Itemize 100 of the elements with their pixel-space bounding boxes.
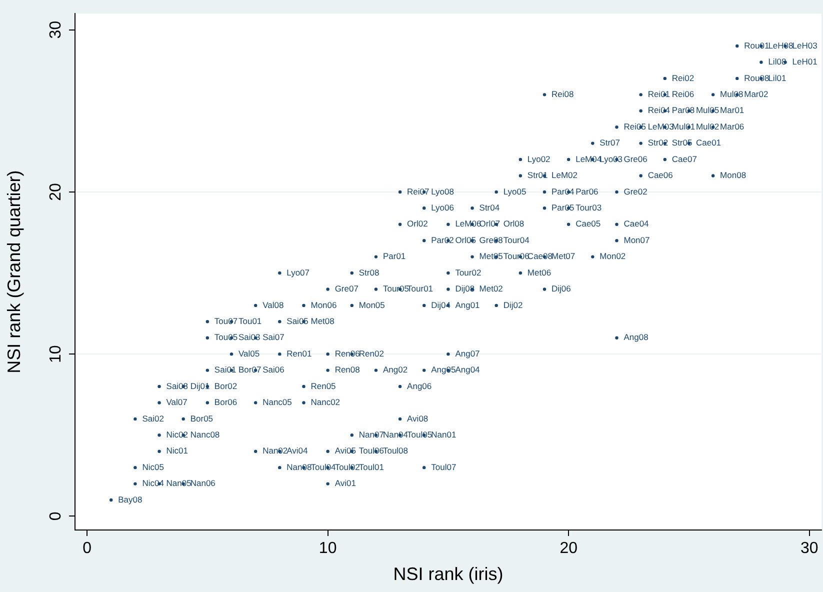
data-label: Nanc05 <box>262 397 292 408</box>
y-tick-label: 10 <box>48 345 65 363</box>
data-label: Ren02 <box>358 348 384 358</box>
data-label: Met06 <box>527 267 552 278</box>
data-label: Par06 <box>576 186 599 196</box>
data-label: Avi04 <box>286 446 308 456</box>
x-tick-label: 0 <box>82 540 92 558</box>
data-label: Sai07 <box>262 332 285 342</box>
x-tick-label: 30 <box>800 540 818 558</box>
data-label: Gre08 <box>479 234 504 245</box>
data-label: Ang04 <box>455 364 480 375</box>
data-label: Sai06 <box>262 364 285 375</box>
data-label: Par02 <box>431 234 454 245</box>
data-label: Mul02 <box>696 121 720 132</box>
data-label: Nan01 <box>431 429 456 440</box>
data-label: Mon02 <box>600 251 626 262</box>
data-label: Str04 <box>479 202 500 213</box>
data-label: Tou01 <box>238 316 262 326</box>
data-label: Lyo05 <box>503 186 526 196</box>
x-tick-label: 20 <box>560 540 578 558</box>
data-label: Nic01 <box>166 446 188 456</box>
data-label: Bor05 <box>190 413 214 424</box>
data-label: Mon08 <box>720 170 746 180</box>
data-label: Val07 <box>166 397 188 408</box>
data-label: Mul08 <box>720 89 744 100</box>
data-label: Gre06 <box>624 154 648 164</box>
data-label: Mon06 <box>310 300 337 310</box>
data-label: Ren08 <box>334 364 360 375</box>
x-tick-label: 10 <box>318 540 337 558</box>
data-label: Val08 <box>262 300 284 310</box>
y-tick-label: 0 <box>48 512 65 521</box>
data-label: Rei07 <box>407 186 430 196</box>
data-label: Bay08 <box>118 494 142 504</box>
data-label: Sai02 <box>142 413 164 424</box>
data-label: Cae04 <box>624 218 650 229</box>
data-label: Mar06 <box>720 121 744 132</box>
data-label: Met08 <box>310 316 335 326</box>
data-label: Toul06 <box>358 446 384 456</box>
data-label: Ang05 <box>431 364 456 375</box>
data-label: Ang06 <box>407 380 432 391</box>
data-label: Lyo07 <box>286 267 310 278</box>
data-label: Orl05 <box>455 234 476 245</box>
data-label: Gre07 <box>334 284 359 294</box>
data-label: Gre02 <box>624 186 648 196</box>
data-label: Toul08 <box>382 446 408 456</box>
data-label: Toul02 <box>334 462 360 472</box>
data-label: Orl02 <box>407 218 428 229</box>
data-label: Toul07 <box>431 462 456 472</box>
data-label: Avi01 <box>334 478 356 488</box>
data-label: Met02 <box>479 284 504 294</box>
data-label: Par01 <box>382 251 406 262</box>
data-label: LeH03 <box>792 40 818 50</box>
data-label: Lyo06 <box>431 202 454 213</box>
data-label: Nan08 <box>286 462 312 472</box>
data-label: Str08 <box>358 267 380 278</box>
data-label: Dij06 <box>552 284 572 294</box>
data-label: Nan05 <box>166 478 192 488</box>
data-label: Bor06 <box>214 397 238 408</box>
data-label: Str02 <box>648 138 668 148</box>
data-label: Met07 <box>552 251 576 262</box>
data-label: LeM03 <box>648 121 674 132</box>
data-label: Str07 <box>600 138 620 148</box>
data-label: Cae07 <box>672 154 698 164</box>
data-label: Lyo08 <box>431 186 454 196</box>
data-label: Tour02 <box>455 267 482 278</box>
data-label: Mon07 <box>624 234 650 245</box>
data-label: Bor07 <box>238 364 262 375</box>
data-label: Sai01 <box>214 364 236 375</box>
data-label: Nan02 <box>262 446 288 456</box>
x-axis-title: NSI rank (iris) <box>393 564 504 584</box>
data-label: Tour03 <box>576 202 602 213</box>
data-label: Mar02 <box>744 89 768 100</box>
data-label: Toul05 <box>407 429 432 440</box>
data-label: Dij02 <box>503 300 523 310</box>
data-label: Mar01 <box>720 105 744 116</box>
data-label: Mul05 <box>696 105 720 116</box>
data-label: Rei08 <box>552 89 574 100</box>
data-label: Ang07 <box>455 348 480 358</box>
data-label: LeH01 <box>792 56 818 67</box>
data-label: Cae06 <box>648 170 674 180</box>
data-label: Ang02 <box>382 364 408 375</box>
data-label: Toul01 <box>358 462 384 472</box>
data-label: Nan07 <box>358 429 384 440</box>
data-label: Bor02 <box>214 380 238 391</box>
data-label: Par05 <box>552 202 574 213</box>
data-label: Nan04 <box>382 429 408 440</box>
data-label: Sai03 <box>238 332 261 342</box>
data-label: Val05 <box>238 348 260 358</box>
data-label: Str05 <box>672 138 692 148</box>
data-label: Rei06 <box>672 89 694 100</box>
data-label: Toul04 <box>310 462 336 472</box>
y-tick-label: 20 <box>48 182 65 201</box>
data-label: Nanc02 <box>310 397 340 408</box>
data-label: Nic05 <box>142 462 164 472</box>
data-label: LeM02 <box>552 170 578 180</box>
data-label: Avi08 <box>407 413 428 424</box>
y-tick-label: 30 <box>48 20 65 39</box>
data-label: Mon05 <box>358 300 386 310</box>
data-label: Nanc08 <box>190 429 220 440</box>
data-label: Ren05 <box>310 380 336 391</box>
